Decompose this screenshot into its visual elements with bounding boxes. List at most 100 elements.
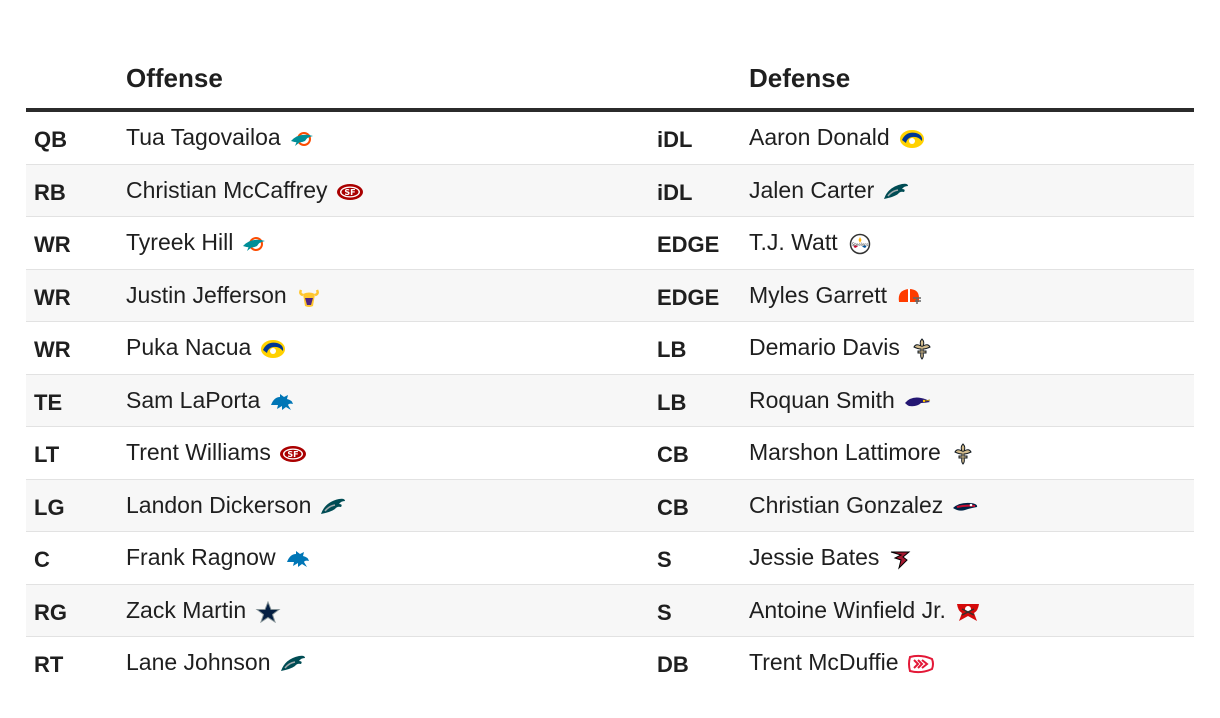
- offense-player-name: Frank Ragnow: [126, 544, 276, 570]
- eagles-logo-icon: [319, 496, 347, 518]
- defense-player: Myles Garrett: [749, 281, 923, 309]
- defense-player: Jalen Carter: [749, 176, 910, 204]
- offense-player: Christian McCaffrey SF: [126, 176, 364, 204]
- 49ers-logo-icon: SF: [336, 181, 364, 203]
- 49ers-logo-icon: SF: [279, 443, 307, 465]
- offense-player: Lane Johnson: [126, 648, 307, 676]
- defense-player-name: Trent McDuffie: [749, 649, 899, 675]
- offense-player-name: Justin Jefferson: [126, 281, 287, 308]
- eagles-logo-icon: [279, 653, 307, 675]
- defense-player: Demario Davis: [749, 333, 936, 361]
- rams-logo-icon: [898, 128, 926, 150]
- offense-position: WR: [34, 337, 71, 362]
- defense-position: EDGE: [657, 232, 720, 257]
- defense-position: CB: [657, 442, 689, 467]
- table-row: RT Lane Johnson DB Trent McDuffie: [26, 637, 1194, 690]
- offense-position: LT: [34, 442, 60, 467]
- offense-player: Justin Jefferson: [126, 281, 323, 309]
- falcons-logo-icon: [887, 548, 915, 570]
- offense-player: Frank Ragnow: [126, 543, 312, 571]
- svg-text:Steelers: Steelers: [851, 242, 867, 247]
- defense-player: Christian Gonzalez: [749, 491, 979, 519]
- table-row: LT Trent Williams SF CB Marshon Lattimor…: [26, 427, 1194, 480]
- defense-player: T.J. Watt Steelers: [749, 228, 874, 256]
- table-row: TE Sam LaPorta LB Roquan Smith: [26, 374, 1194, 427]
- offense-player: Sam LaPorta: [126, 386, 296, 414]
- defense-player-name: Jessie Bates: [749, 544, 880, 570]
- defense-player-name: Antoine Winfield Jr.: [749, 596, 946, 623]
- defense-heading: Defense: [749, 63, 851, 93]
- offense-position: RB: [34, 179, 66, 205]
- defense-player-name: Christian Gonzalez: [749, 491, 944, 518]
- table-row: WR Puka Nacua LB Demario Davis: [26, 322, 1194, 375]
- offense-player-name: Christian McCaffrey: [126, 176, 328, 203]
- lions-logo-icon: [268, 391, 296, 413]
- offense-player-name: Tyreek Hill: [126, 229, 234, 255]
- defense-player-name: Myles Garrett: [749, 281, 888, 308]
- offense-position: QB: [34, 127, 67, 152]
- saints-logo-icon: [949, 443, 977, 465]
- buccaneers-logo-icon: [954, 601, 982, 623]
- defense-position: iDL: [657, 179, 693, 205]
- table-row: WR Tyreek Hill EDGE T.J. Watt Steelers: [26, 217, 1194, 270]
- offense-position: WR: [34, 284, 71, 310]
- offense-position: TE: [34, 389, 63, 415]
- cowboys-logo-icon: [254, 600, 282, 623]
- offense-position: C: [34, 547, 50, 572]
- defense-position: S: [657, 599, 672, 625]
- eagles-logo-icon: [882, 181, 910, 203]
- table-row: LG Landon Dickerson CB Christian Gonzale…: [26, 479, 1194, 532]
- offense-player: Trent Williams SF: [126, 438, 307, 466]
- defense-position: LB: [657, 337, 687, 362]
- defense-position: EDGE: [657, 284, 720, 310]
- vikings-logo-icon: [295, 286, 323, 308]
- saints-logo-icon: [908, 338, 936, 360]
- rams-logo-icon: [259, 338, 287, 360]
- offense-player: Puka Nacua: [126, 333, 287, 361]
- defense-player-name: Roquan Smith: [749, 386, 895, 413]
- table-body: QB Tua Tagovailoa iDL Aaron Donald RB Ch…: [26, 112, 1194, 690]
- defense-player: Aaron Donald: [749, 123, 926, 151]
- defense-position: DB: [657, 652, 689, 677]
- svg-text:SF: SF: [287, 450, 298, 459]
- defense-position: iDL: [657, 127, 693, 152]
- offense-position: WR: [34, 232, 71, 257]
- defense-player-name: Marshon Lattimore: [749, 439, 941, 465]
- lineup-table: Offense Defense QB Tua Tagovailoa iDL Aa…: [26, 0, 1194, 690]
- offense-player: Zack Martin: [126, 596, 282, 624]
- table-row: RG Zack Martin S Antoine Winfield Jr.: [26, 584, 1194, 637]
- ravens-logo-icon: [903, 391, 931, 413]
- offense-player: Tua Tagovailoa: [126, 123, 317, 151]
- chiefs-logo-icon: [907, 653, 935, 675]
- svg-text:SF: SF: [344, 188, 355, 197]
- dolphins-logo-icon: [289, 128, 317, 150]
- defense-player: Roquan Smith: [749, 386, 931, 414]
- defense-player-name: T.J. Watt: [749, 229, 838, 255]
- defense-position: LB: [657, 389, 687, 415]
- browns-logo-icon: [895, 286, 923, 308]
- table-row: WR Justin Jefferson EDGE Myles Garrett: [26, 269, 1194, 322]
- lions-logo-icon: [284, 548, 312, 570]
- table-row: C Frank Ragnow S Jessie Bates: [26, 532, 1194, 585]
- defense-player: Trent McDuffie: [749, 648, 935, 676]
- defense-player: Marshon Lattimore: [749, 438, 977, 466]
- table-header: Offense Defense: [26, 0, 1194, 112]
- offense-player: Tyreek Hill: [126, 228, 269, 256]
- offense-player-name: Zack Martin: [126, 596, 247, 623]
- defense-player: Jessie Bates: [749, 543, 915, 571]
- offense-position: LG: [34, 494, 65, 520]
- offense-heading: Offense: [126, 63, 223, 93]
- offense-player-name: Landon Dickerson: [126, 491, 312, 518]
- patriots-logo-icon: [951, 496, 979, 518]
- dolphins-logo-icon: [241, 233, 269, 255]
- offense-position: RG: [34, 599, 67, 625]
- offense-player: Landon Dickerson: [126, 491, 347, 519]
- defense-player-name: Demario Davis: [749, 334, 900, 360]
- offense-player-name: Tua Tagovailoa: [126, 124, 281, 150]
- table-row: QB Tua Tagovailoa iDL Aaron Donald: [26, 112, 1194, 165]
- offense-player-name: Lane Johnson: [126, 649, 271, 675]
- defense-position: CB: [657, 494, 689, 520]
- defense-player-name: Aaron Donald: [749, 124, 890, 150]
- table-row: RB Christian McCaffrey SF iDL Jalen Cart…: [26, 164, 1194, 217]
- defense-position: S: [657, 547, 672, 572]
